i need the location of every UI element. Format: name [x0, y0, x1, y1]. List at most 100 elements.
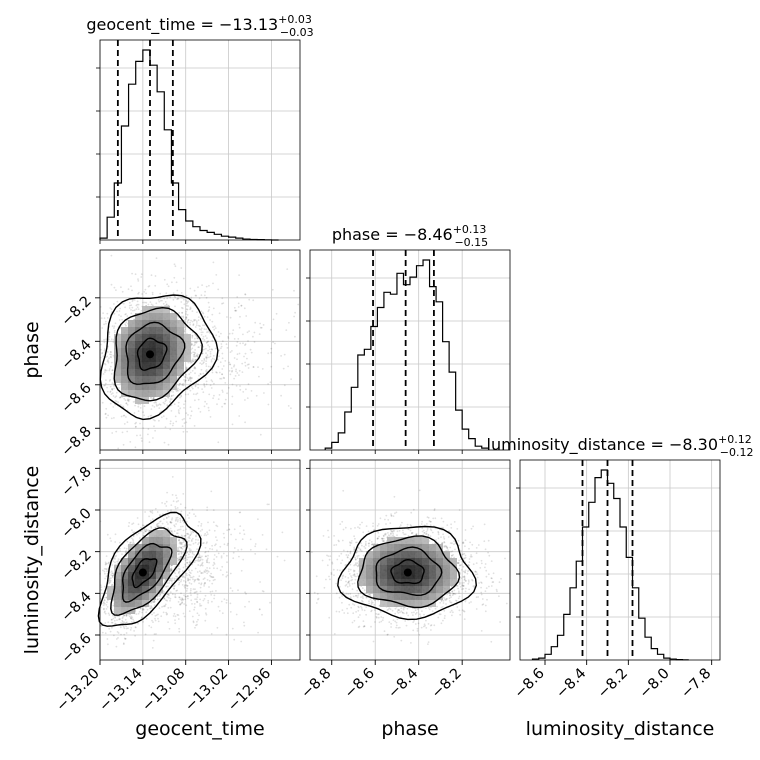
sample-point	[188, 610, 191, 612]
sample-point	[213, 394, 215, 397]
density-cell	[121, 369, 128, 376]
sample-point	[236, 353, 239, 356]
sample-point	[194, 355, 197, 358]
sample-point	[126, 315, 129, 317]
sample-point	[150, 511, 153, 513]
sample-point	[171, 476, 174, 478]
sample-point	[231, 350, 233, 352]
sample-point	[215, 371, 218, 373]
sample-point	[268, 503, 270, 506]
sample-point	[180, 301, 183, 303]
sample-point	[186, 301, 189, 304]
sample-point	[174, 415, 177, 418]
sample-point	[102, 608, 105, 611]
sample-point	[216, 626, 219, 629]
sample-point	[171, 424, 174, 427]
sample-point	[178, 583, 180, 586]
sample-point	[222, 365, 225, 367]
sample-point	[180, 602, 183, 605]
sample-point	[176, 558, 179, 560]
density-cell	[184, 334, 191, 341]
sample-point	[224, 402, 227, 405]
sample-point	[182, 384, 185, 387]
sample-point	[213, 328, 216, 331]
sample-point	[230, 367, 233, 369]
sample-point	[217, 288, 220, 291]
sample-point	[203, 385, 206, 388]
sample-point	[181, 601, 184, 604]
sample-point	[234, 375, 237, 377]
sample-point	[197, 564, 200, 566]
sample-point	[154, 275, 157, 277]
sample-point	[172, 500, 175, 503]
sample-point	[193, 318, 196, 321]
sample-point	[177, 519, 179, 521]
sample-point	[170, 565, 172, 567]
sample-point	[216, 403, 218, 406]
sample-point	[192, 531, 195, 534]
sample-point	[154, 614, 157, 617]
sample-point	[104, 563, 107, 566]
sample-point	[108, 333, 111, 335]
sample-point	[197, 383, 200, 386]
sample-point	[244, 399, 246, 401]
sample-point	[191, 508, 194, 511]
sample-point	[237, 306, 240, 308]
density-cell	[135, 390, 142, 397]
sample-point	[217, 605, 220, 608]
sample-point	[173, 587, 176, 590]
sample-point	[193, 425, 196, 427]
sample-point	[203, 384, 206, 387]
sample-point	[215, 334, 218, 337]
sample-point	[166, 510, 169, 512]
sample-point	[200, 525, 203, 527]
sample-point	[157, 404, 160, 406]
sample-point	[109, 537, 112, 540]
sample-point	[131, 523, 134, 525]
sample-point	[161, 522, 164, 525]
sample-point	[205, 296, 208, 299]
sample-point	[132, 531, 135, 534]
sample-point	[181, 602, 184, 604]
sample-point	[151, 512, 154, 514]
sample-point	[169, 422, 172, 425]
sample-point	[178, 412, 181, 415]
sample-point	[154, 507, 157, 510]
sample-point	[163, 441, 166, 444]
sample-point	[151, 613, 154, 616]
sample-point	[147, 433, 149, 436]
sample-point	[250, 351, 253, 354]
sample-point	[231, 590, 234, 592]
sample-point	[198, 554, 201, 557]
sample-point	[119, 396, 122, 399]
sample-point	[193, 351, 196, 354]
sample-point	[248, 330, 251, 332]
sample-point	[143, 291, 146, 293]
sample-point	[103, 570, 106, 573]
sample-point	[207, 601, 210, 604]
sample-point	[280, 355, 282, 357]
sample-point	[226, 529, 229, 532]
sample-point	[114, 322, 117, 325]
sample-point	[158, 403, 161, 406]
sample-point	[198, 374, 200, 377]
sample-point	[208, 306, 211, 309]
sample-point	[266, 503, 269, 506]
sample-point	[189, 578, 191, 581]
sample-point	[112, 354, 115, 357]
sample-point	[170, 404, 173, 407]
sample-point	[151, 647, 154, 649]
sample-point	[175, 494, 177, 497]
panel-title-luminosity_distance: luminosity_distance = −8.30+0.12 −0.12	[487, 433, 754, 459]
sample-point	[183, 594, 186, 597]
sample-point	[148, 441, 151, 443]
sample-point	[104, 371, 106, 373]
sample-point	[196, 559, 199, 562]
sample-point	[222, 552, 225, 555]
sample-point	[283, 353, 286, 356]
sample-point	[197, 556, 200, 559]
sample-point	[184, 393, 187, 396]
sample-point	[113, 312, 116, 315]
sample-point	[218, 371, 221, 374]
sample-point	[207, 331, 210, 333]
